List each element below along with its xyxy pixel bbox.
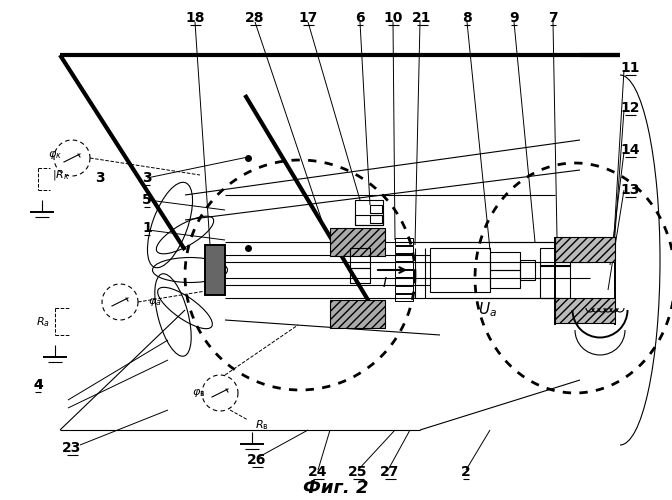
Text: $\varphi_{\kappa}$: $\varphi_{\kappa}$: [48, 149, 62, 161]
Text: $R_{\rm в}$: $R_{\rm в}$: [255, 418, 269, 432]
Text: 6: 6: [355, 11, 365, 25]
Bar: [555, 298, 615, 323]
Bar: [395, 270, 413, 277]
Bar: [330, 228, 385, 256]
Bar: [350, 268, 370, 283]
Bar: [395, 286, 413, 293]
Bar: [490, 252, 520, 270]
Text: 26: 26: [247, 453, 267, 467]
Text: 7: 7: [548, 11, 558, 25]
Text: 25: 25: [348, 465, 368, 479]
Bar: [350, 248, 370, 268]
Bar: [520, 260, 535, 280]
Text: 9: 9: [509, 11, 519, 25]
Bar: [355, 215, 383, 225]
Text: 28: 28: [245, 11, 265, 25]
Text: $|R_{\kappa}$: $|R_{\kappa}$: [52, 168, 70, 182]
Text: 12: 12: [620, 101, 640, 115]
Text: 1: 1: [142, 221, 152, 235]
Bar: [395, 238, 413, 245]
Text: 24: 24: [308, 465, 328, 479]
Text: Фиг. 2: Фиг. 2: [303, 479, 369, 497]
Bar: [330, 300, 385, 328]
Text: 4: 4: [33, 378, 43, 392]
Text: 2: 2: [461, 465, 471, 479]
Text: $\varphi_{a}$: $\varphi_{a}$: [148, 296, 161, 308]
Text: 23: 23: [62, 441, 82, 455]
Text: $I$: $I$: [382, 276, 388, 290]
Text: 14: 14: [620, 143, 640, 157]
Bar: [430, 248, 490, 292]
Bar: [555, 237, 615, 262]
Bar: [370, 205, 382, 213]
Text: 27: 27: [380, 465, 400, 479]
Text: 13: 13: [620, 183, 640, 197]
Bar: [395, 294, 413, 301]
Bar: [355, 200, 383, 225]
Text: 4: 4: [33, 378, 43, 392]
Text: 10: 10: [383, 11, 403, 25]
Text: 17: 17: [298, 11, 318, 25]
Bar: [205, 245, 225, 295]
Text: 3: 3: [95, 171, 105, 185]
Text: $\varphi_{\rm в}$: $\varphi_{\rm в}$: [192, 387, 205, 399]
Text: 8: 8: [462, 11, 472, 25]
Text: $U_{a}$: $U_{a}$: [478, 300, 497, 320]
Bar: [395, 262, 413, 269]
Bar: [540, 265, 570, 298]
Text: 11: 11: [620, 61, 640, 75]
Bar: [540, 248, 570, 266]
Bar: [395, 254, 413, 261]
Bar: [395, 246, 413, 253]
Bar: [370, 215, 382, 223]
Bar: [490, 270, 520, 288]
Text: 3: 3: [142, 171, 152, 185]
Text: 5: 5: [142, 193, 152, 207]
Text: $R_{a}$: $R_{a}$: [36, 315, 50, 329]
Bar: [395, 278, 413, 285]
Text: 21: 21: [412, 11, 431, 25]
Text: 18: 18: [185, 11, 205, 25]
